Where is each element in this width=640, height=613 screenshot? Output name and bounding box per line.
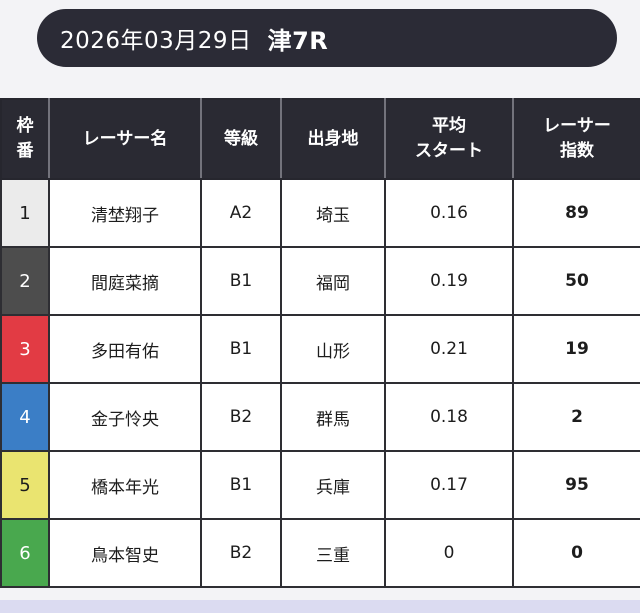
origin-cell: 群馬 bbox=[280, 382, 386, 452]
table-row: 3 多田有佑 B1 山形 0.21 19 bbox=[0, 314, 640, 384]
racer-name-cell: 橋本年光 bbox=[48, 450, 202, 520]
racer-name-cell: 間庭菜摘 bbox=[48, 246, 202, 316]
waku-cell: 1 bbox=[0, 178, 50, 248]
racer-index-cell: 19 bbox=[512, 314, 640, 384]
table-row: 5 橋本年光 B1 兵庫 0.17 95 bbox=[0, 450, 640, 520]
column-header-waku: 枠 番 bbox=[0, 98, 50, 180]
racer-index-cell: 89 bbox=[512, 178, 640, 248]
column-header-index: レーサー 指数 bbox=[512, 98, 640, 180]
racer-name-cell: 金子怜央 bbox=[48, 382, 202, 452]
racer-index-cell: 95 bbox=[512, 450, 640, 520]
avg-start-cell: 0.17 bbox=[384, 450, 514, 520]
table-row: 4 金子怜央 B2 群馬 0.18 2 bbox=[0, 382, 640, 452]
column-header-name: レーサー名 bbox=[48, 98, 202, 180]
grade-cell: A2 bbox=[200, 178, 282, 248]
grade-cell: B1 bbox=[200, 246, 282, 316]
avg-start-cell: 0.16 bbox=[384, 178, 514, 248]
waku-cell: 6 bbox=[0, 518, 50, 588]
race-banner: 2026年03月29日 津7R bbox=[37, 9, 617, 67]
origin-cell: 山形 bbox=[280, 314, 386, 384]
column-header-origin: 出身地 bbox=[280, 98, 386, 180]
grade-cell: B1 bbox=[200, 314, 282, 384]
avg-start-cell: 0 bbox=[384, 518, 514, 588]
bottom-strip bbox=[0, 600, 640, 613]
grade-cell: B1 bbox=[200, 450, 282, 520]
origin-cell: 福岡 bbox=[280, 246, 386, 316]
origin-cell: 三重 bbox=[280, 518, 386, 588]
grade-cell: B2 bbox=[200, 518, 282, 588]
grade-cell: B2 bbox=[200, 382, 282, 452]
racer-table: 枠 番 レーサー名 等級 出身地 平均 スタート レーサー 指数 1 清埜翔子 … bbox=[0, 98, 640, 588]
avg-start-cell: 0.19 bbox=[384, 246, 514, 316]
table-row: 1 清埜翔子 A2 埼玉 0.16 89 bbox=[0, 178, 640, 248]
racer-name-cell: 多田有佑 bbox=[48, 314, 202, 384]
table-row: 6 鳥本智史 B2 三重 0 0 bbox=[0, 518, 640, 588]
avg-start-cell: 0.18 bbox=[384, 382, 514, 452]
race-title: 津7R bbox=[267, 26, 329, 55]
racer-index-cell: 2 bbox=[512, 382, 640, 452]
waku-cell: 4 bbox=[0, 382, 50, 452]
waku-cell: 5 bbox=[0, 450, 50, 520]
waku-cell: 3 bbox=[0, 314, 50, 384]
origin-cell: 兵庫 bbox=[280, 450, 386, 520]
table-row: 2 間庭菜摘 B1 福岡 0.19 50 bbox=[0, 246, 640, 316]
origin-cell: 埼玉 bbox=[280, 178, 386, 248]
table-header-row: 枠 番 レーサー名 等級 出身地 平均 スタート レーサー 指数 bbox=[0, 98, 640, 180]
column-header-avg-start: 平均 スタート bbox=[384, 98, 514, 180]
race-date: 2026年03月29日 bbox=[60, 28, 252, 54]
racer-name-cell: 鳥本智史 bbox=[48, 518, 202, 588]
racer-index-cell: 50 bbox=[512, 246, 640, 316]
waku-cell: 2 bbox=[0, 246, 50, 316]
racer-name-cell: 清埜翔子 bbox=[48, 178, 202, 248]
column-header-grade: 等級 bbox=[200, 98, 282, 180]
racer-index-cell: 0 bbox=[512, 518, 640, 588]
avg-start-cell: 0.21 bbox=[384, 314, 514, 384]
